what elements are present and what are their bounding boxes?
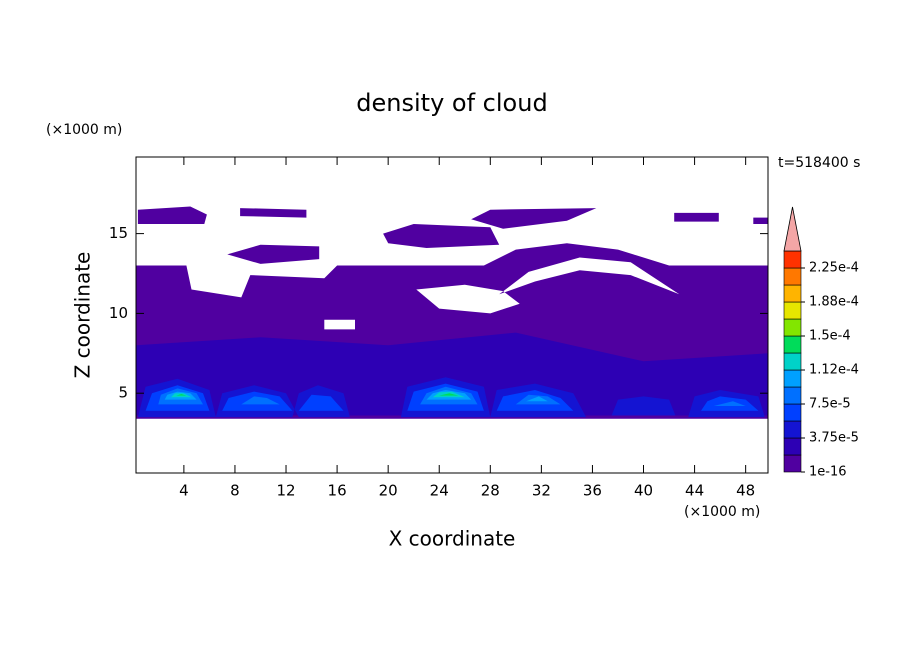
contour-region	[753, 217, 768, 224]
y-axis-label: Z coordinate	[71, 252, 95, 379]
colorbar-box	[783, 301, 802, 320]
colorbar-tick-label: 2.25e-4	[809, 261, 859, 276]
contour-region	[383, 224, 500, 248]
y-unit: (×1000 m)	[46, 122, 122, 138]
x-tick-label: 4	[179, 482, 189, 500]
contour-region	[171, 391, 465, 398]
contour-region	[136, 332, 768, 416]
chart-title: density of cloud	[356, 89, 547, 117]
colorbar-box	[783, 250, 802, 269]
colorbar-box	[783, 352, 802, 371]
y-tick-label: 15	[109, 224, 128, 242]
colorbar-tick-label: 1.5e-4	[809, 329, 851, 344]
colorbar-tick-label: 7.5e-5	[809, 397, 851, 412]
colorbar-box	[783, 437, 802, 456]
x-tick-label: 24	[430, 482, 449, 500]
colorbar-box	[783, 318, 802, 337]
colorbar-tick-label: 1.12e-4	[809, 363, 859, 378]
x-tick-label: 44	[685, 482, 704, 500]
colorbar-box	[783, 284, 802, 303]
x-tick-label: 36	[583, 482, 602, 500]
colorbar-tick-label: 1e-16	[809, 465, 847, 480]
contour-fill	[136, 206, 768, 419]
plot-frame	[135, 156, 769, 474]
contour-region	[227, 244, 320, 264]
x-tick-label: 8	[230, 482, 240, 500]
annotation: t=518400 s	[778, 155, 860, 171]
colorbar-tick-label: 1.88e-4	[809, 295, 859, 310]
colorbar-box	[783, 386, 802, 405]
x-tick-label: 12	[276, 482, 295, 500]
x-tick-label: 40	[634, 482, 653, 500]
y-tick-label: 5	[118, 384, 128, 402]
colorbar-box	[783, 335, 802, 354]
y-tick-label: 10	[109, 304, 128, 322]
colorbar-tick-label: 3.75e-5	[809, 431, 859, 446]
colorbar-box	[783, 267, 802, 286]
x-unit: (×1000 m)	[684, 504, 760, 520]
colorbar-extend	[783, 206, 802, 252]
x-axis-label: X coordinate	[389, 527, 516, 551]
colorbar-box	[783, 369, 802, 388]
x-tick-label: 16	[328, 482, 347, 500]
x-tick-label: 20	[379, 482, 398, 500]
colorbar-box	[783, 454, 802, 473]
contour-region	[471, 208, 597, 229]
x-tick-label: 48	[736, 482, 755, 500]
contour-region	[240, 208, 307, 218]
colorbar-box	[783, 403, 802, 422]
colorbar-box	[783, 420, 802, 439]
x-tick-label: 32	[532, 482, 551, 500]
x-tick-label: 28	[481, 482, 500, 500]
contour-region	[674, 212, 719, 222]
contour-region	[137, 206, 207, 224]
